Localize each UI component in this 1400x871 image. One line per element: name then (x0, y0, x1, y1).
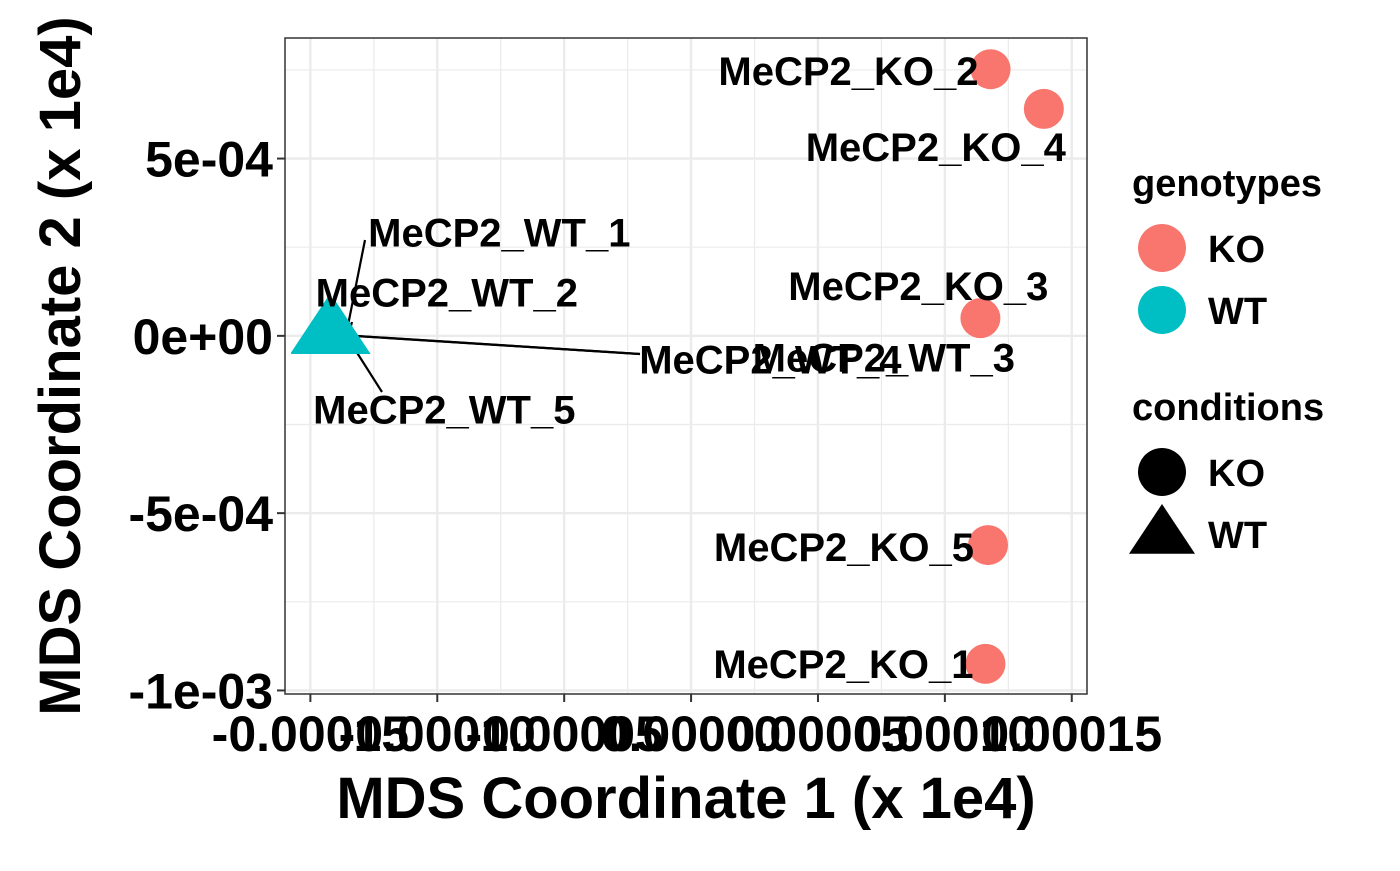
point-label: MeCP2_KO_4 (806, 126, 1067, 170)
point-label: MeCP2_KO_2 (718, 50, 978, 94)
legend-title: genotypes (1132, 163, 1322, 205)
y-tick-label: -1e-03 (128, 663, 273, 719)
x-tick-label: 0.00005 (728, 706, 909, 762)
point-label: MeCP2_KO_1 (713, 643, 973, 687)
data-point-ko-circle (965, 643, 1006, 684)
legend-title: conditions (1132, 387, 1324, 429)
x-tick-label: 0.00010 (854, 706, 1035, 762)
point-label: MeCP2_WT_2 (316, 272, 578, 316)
legend-key-circle (1138, 448, 1186, 496)
legend-key-ko (1138, 224, 1186, 272)
data-point-ko-circle (970, 49, 1011, 90)
y-tick-label: 0e+00 (133, 309, 273, 365)
point-label: MeCP2_WT_5 (313, 389, 575, 433)
legend-label: WT (1208, 291, 1267, 333)
point-label: MeCP2_KO_3 (788, 265, 1048, 309)
y-tick-label: -5e-04 (128, 486, 273, 542)
legend: genotypes KO WT conditions KO WT (1129, 163, 1324, 557)
data-point-ko-circle (968, 525, 1009, 566)
label-connector-line (351, 334, 641, 356)
x-tick-label: -0.00005 (465, 706, 662, 762)
y-axis-title: MDS Coordinate 2 (x 1e4) (28, 16, 93, 715)
point-label: MeCP2_KO_5 (714, 526, 974, 570)
x-tick-label: 0.00000 (601, 706, 782, 762)
panel-background (285, 38, 1087, 694)
grid-layer (285, 38, 1087, 694)
data-point-ko-circle (1023, 88, 1064, 129)
legend-key-wt (1138, 286, 1186, 334)
legend-label: WT (1208, 515, 1267, 557)
ticks-layer: -0.00015-0.00010-0.000050.000000.000050.… (128, 132, 1162, 762)
label-connector-line (345, 239, 367, 335)
x-tick-label: -0.00010 (339, 706, 536, 762)
y-tick-label: 5e-04 (145, 132, 273, 188)
point-label: MeCP2_WT_1 (368, 212, 630, 256)
points-layer (290, 49, 1064, 684)
panel-border (284, 37, 1088, 695)
legend-label: KO (1208, 229, 1265, 271)
legend-label: KO (1208, 453, 1265, 495)
point-label: MeCP2_WT_4 (639, 339, 902, 383)
x-axis-title: MDS Coordinate 1 (x 1e4) (336, 766, 1035, 831)
x-tick-label: 0.00015 (981, 706, 1162, 762)
point-label: MeCP2_WT_3 (753, 337, 1015, 381)
x-tick-label: -0.00015 (212, 706, 409, 762)
legend-key-triangle (1129, 504, 1195, 554)
data-point-wt-triangle (290, 297, 366, 355)
data-point-ko-circle (960, 298, 1001, 339)
point-labels-layer: MeCP2_KO_1 MeCP2_KO_2 MeCP2_KO_3 MeCP2_KO_4… (313, 50, 1066, 687)
